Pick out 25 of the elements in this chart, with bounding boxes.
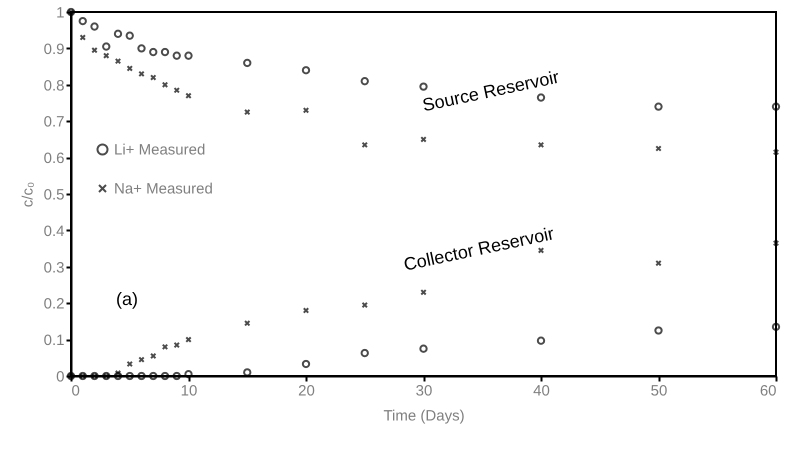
x-tick-label: 20 [298,382,315,400]
annotation: (a) [116,289,138,309]
x-tick-label: 10 [180,382,198,400]
y-tick-label: 0.4 [44,222,64,240]
annotation: Source Reservoir [420,66,561,116]
y-tick-label: 0.7 [44,114,64,131]
y-axis-title: c/c₀ [20,182,37,208]
legend-label: Li+ Measured [114,142,206,158]
y-tick-label: 1 [56,4,64,22]
x-axis-title: Time (Days) [383,408,465,424]
annotation: Collector Reservoir [402,223,556,275]
y-tick-label: 0.1 [44,332,64,350]
legend-label: Na+ Measured [114,180,213,198]
y-tick-label: 0.8 [44,77,64,94]
x-tick-label: 30 [416,382,432,400]
x-tick-label: 0 [72,382,80,400]
y-tick-label: 0.9 [44,40,64,58]
y-tick-label: 0.2 [44,296,64,313]
y-tick-label: 0 [56,368,64,386]
x-tick-label: 50 [650,382,668,400]
x-tick-label: 60 [760,382,776,400]
x-tick-label: 40 [533,382,550,400]
y-tick-label: 0.5 [44,186,64,204]
y-tick-label: 0.6 [44,150,64,168]
y-tick-label: 0.3 [44,259,64,276]
